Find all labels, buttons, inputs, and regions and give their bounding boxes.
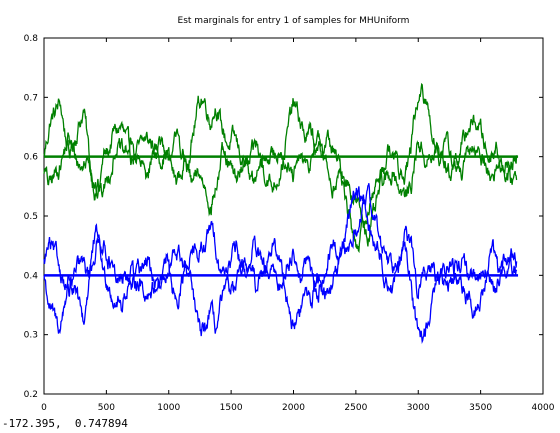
x-tick-label: 2500: [344, 403, 367, 413]
series-group: [43, 82, 519, 344]
x-tick-label: 2000: [282, 403, 305, 413]
y-tick-label: 0.3: [24, 331, 38, 341]
x-tick-label: 0: [41, 403, 47, 413]
y-tick-label: 0.6: [24, 153, 39, 163]
y-tick-label: 0.7: [24, 93, 38, 103]
y-tick-label: 0.2: [24, 390, 38, 400]
blue-chain-a-trace: [43, 183, 518, 337]
coordinate-readout: -172.395, 0.747894: [2, 417, 128, 430]
plot-area: [43, 37, 544, 395]
x-tick-label: 1000: [157, 403, 180, 413]
y-tick-label: 0.4: [24, 271, 39, 281]
y-axis-labels: 0.2 0.3 0.4 0.5 0.6 0.7 0.8: [24, 34, 39, 400]
x-axis-labels: 0 500 1000 1500 2000 2500 3000 3500 4000: [41, 403, 555, 413]
y-tick-label: 0.5: [24, 212, 38, 222]
x-tick-label: 500: [98, 403, 115, 413]
chart: Est marginals for entry 1 of samples for…: [24, 16, 555, 413]
x-tick-label: 4000: [532, 403, 555, 413]
x-tick-label: 1500: [220, 403, 243, 413]
blue-chain-b-trace: [43, 186, 518, 344]
y-tick-label: 0.8: [24, 34, 39, 44]
x-tick-label: 3500: [469, 403, 492, 413]
chart-title: Est marginals for entry 1 of samples for…: [178, 16, 410, 26]
x-tick-label: 3000: [407, 403, 430, 413]
